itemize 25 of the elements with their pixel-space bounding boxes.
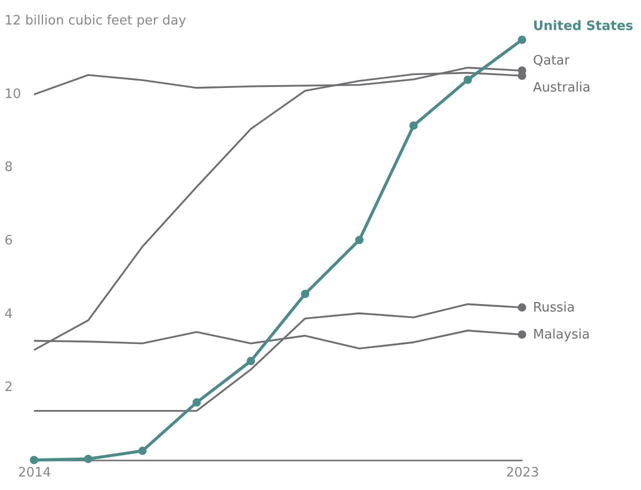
series-label: United States <box>533 18 634 34</box>
series-label: Qatar <box>533 54 570 69</box>
point <box>300 290 310 298</box>
x-tick-label: 2014 <box>18 466 52 480</box>
point <box>464 76 472 84</box>
y-tick-label: 8 <box>4 160 13 176</box>
y-tick-label: 6 <box>4 234 13 248</box>
x-tick-label: 2023 <box>506 466 540 480</box>
point <box>518 36 526 44</box>
point <box>192 398 201 407</box>
series-label: Australia <box>533 80 591 96</box>
point <box>246 356 256 366</box>
y-tick-label: 4 <box>4 306 13 322</box>
point <box>84 454 92 464</box>
y-tick-label: 10 <box>4 86 22 102</box>
y-tick-label: 12 billion cubic feet per day <box>4 14 186 28</box>
series-label: Russia <box>533 300 575 316</box>
point <box>518 303 526 312</box>
point <box>409 121 418 130</box>
series-label: Malaysia <box>533 328 590 343</box>
y-tick-label: 2 <box>4 380 13 396</box>
point <box>355 236 364 244</box>
point <box>518 330 526 339</box>
point <box>138 446 147 456</box>
point <box>30 456 38 464</box>
